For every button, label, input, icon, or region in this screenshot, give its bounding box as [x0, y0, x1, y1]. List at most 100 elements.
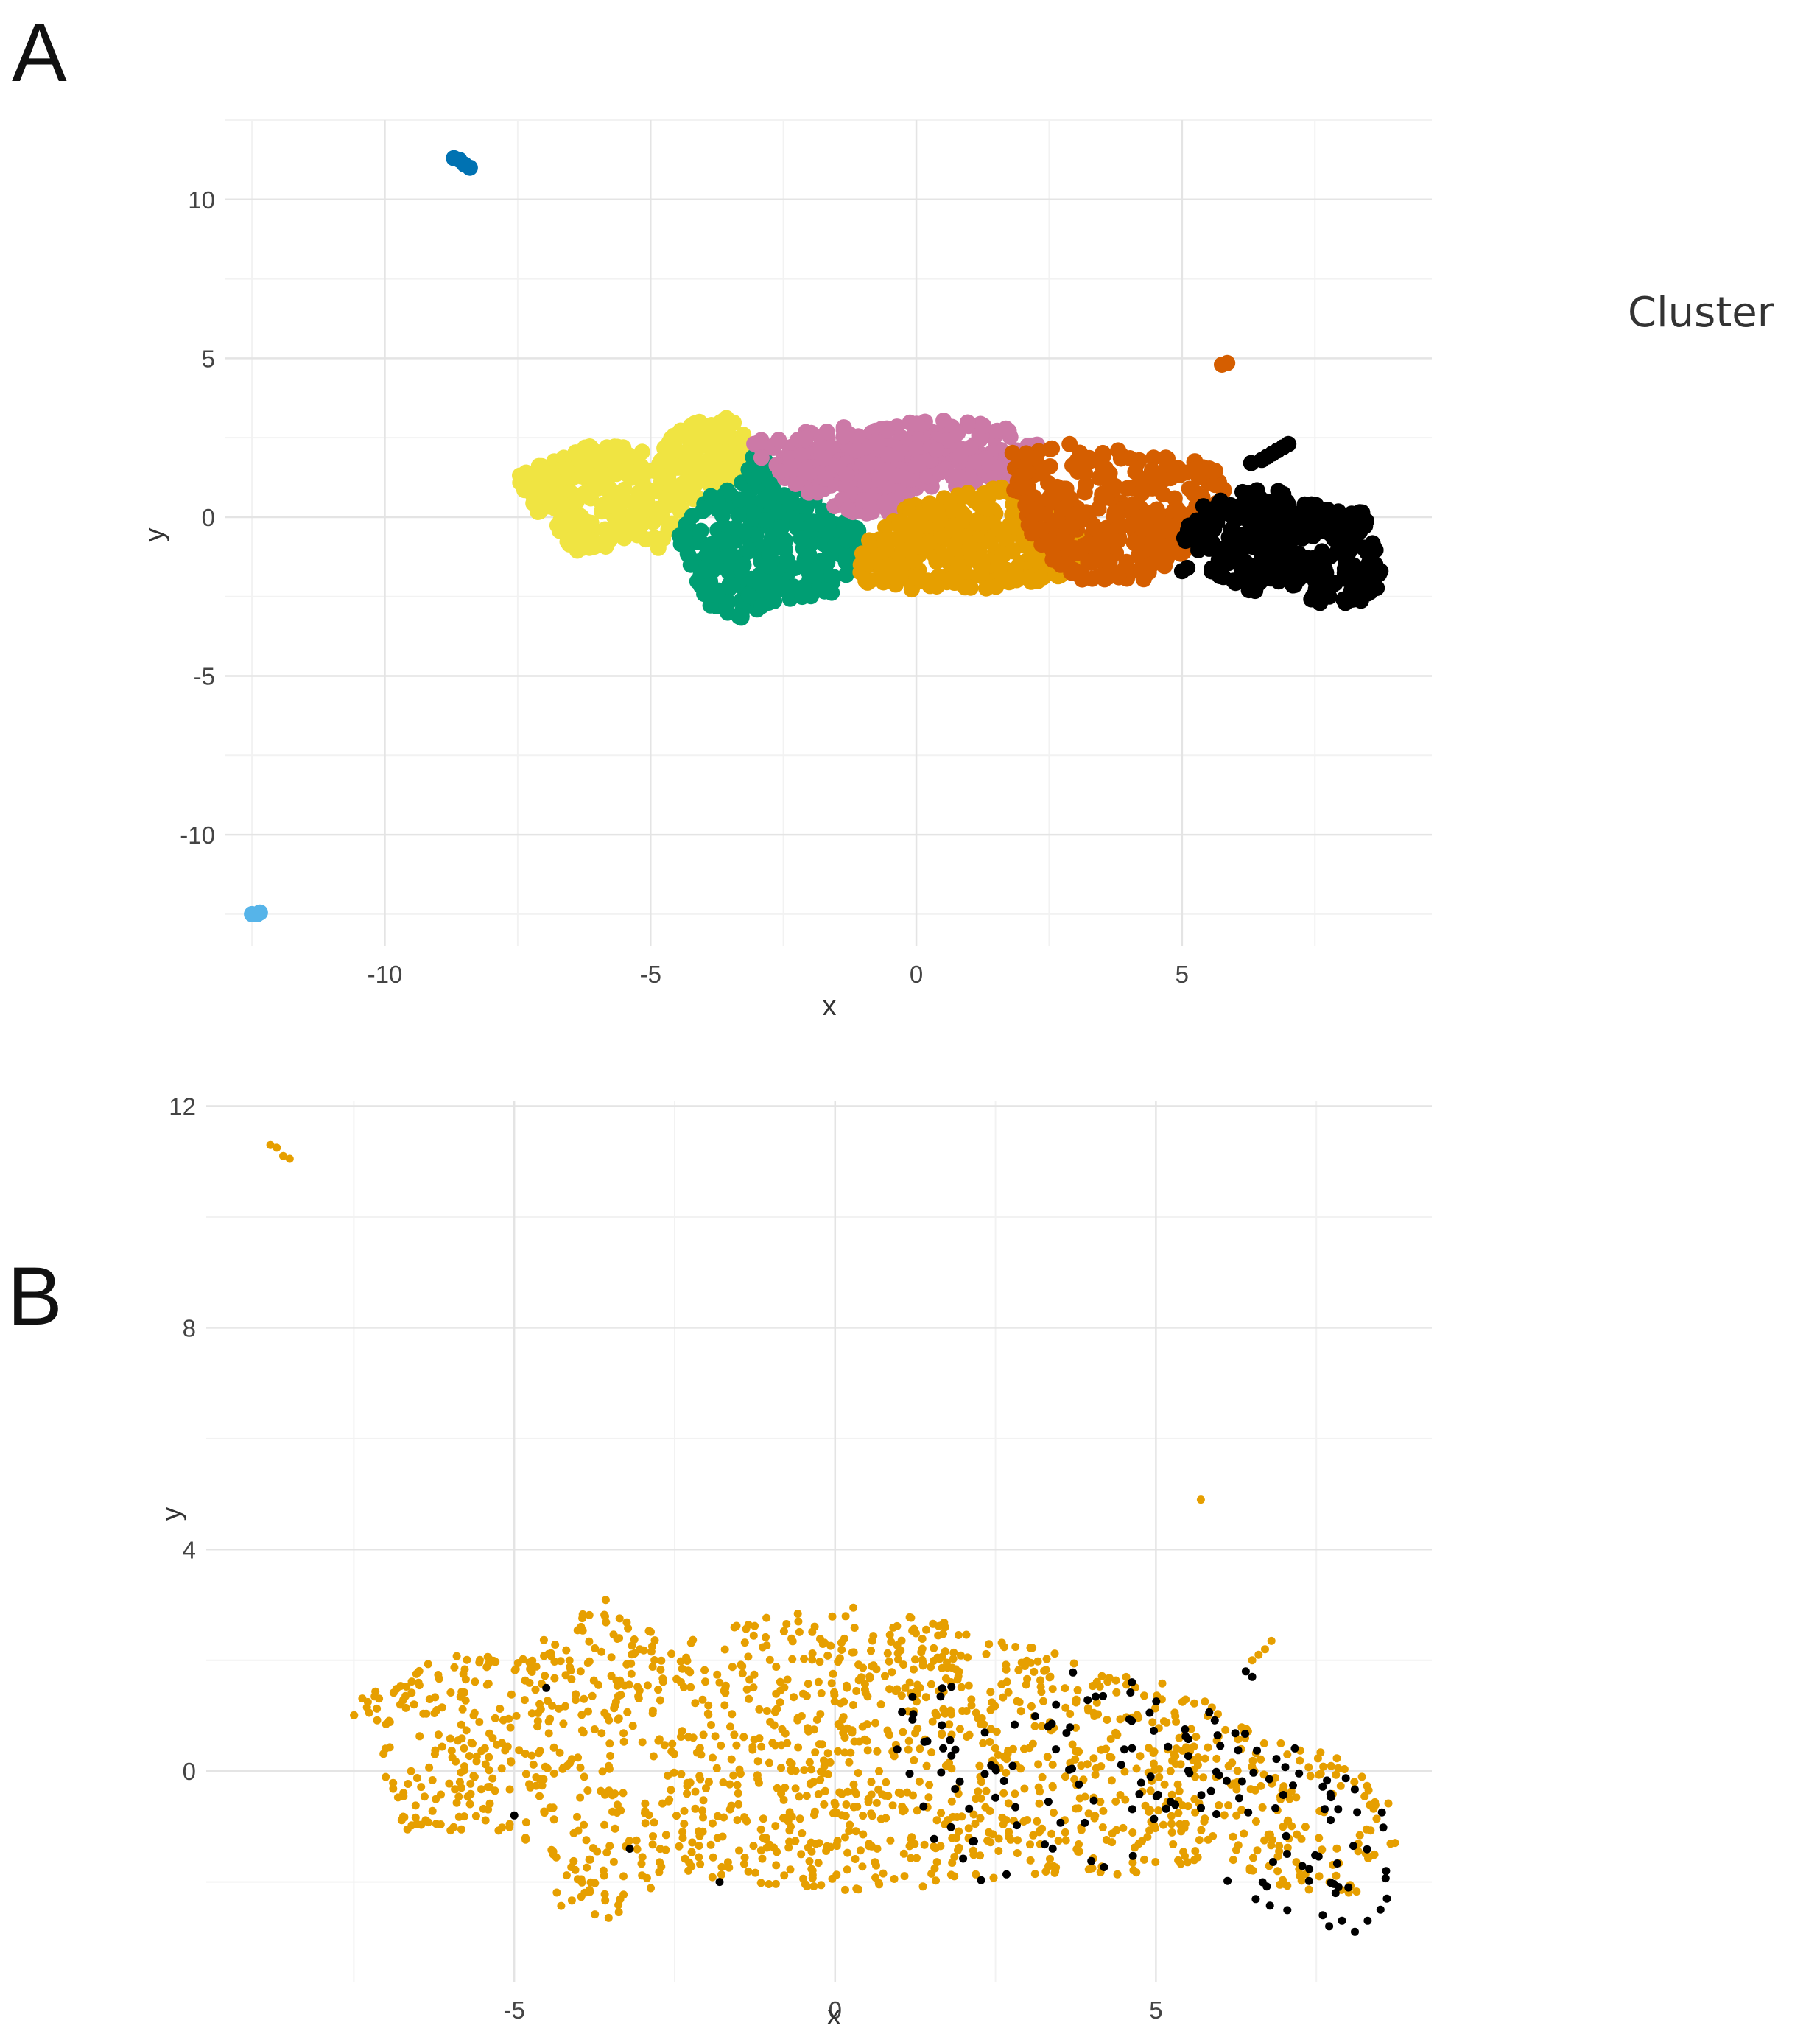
data-point	[1336, 1781, 1345, 1790]
data-point	[680, 1820, 689, 1828]
data-point	[1212, 568, 1228, 584]
data-point	[389, 1784, 398, 1793]
data-point	[1033, 1657, 1042, 1666]
data-point	[800, 1655, 809, 1663]
data-point	[527, 1751, 536, 1760]
data-point	[818, 523, 835, 540]
data-point	[918, 1882, 927, 1891]
data-point	[727, 1801, 736, 1810]
data-point	[488, 1774, 497, 1783]
data-point	[576, 1667, 585, 1676]
data-point	[600, 1890, 609, 1898]
data-point	[613, 1635, 622, 1643]
data-point	[1061, 1828, 1069, 1837]
data-point	[1146, 1806, 1154, 1814]
data-point	[751, 1621, 759, 1630]
data-point	[820, 1761, 829, 1770]
data-point	[1382, 1894, 1391, 1903]
data-point	[854, 1885, 862, 1894]
data-point	[1092, 1692, 1100, 1701]
data-point	[832, 1840, 841, 1848]
data-point	[446, 1734, 454, 1743]
data-point	[977, 1714, 986, 1723]
data-point	[491, 1714, 499, 1722]
data-point	[505, 1823, 514, 1831]
data-point	[800, 564, 817, 581]
data-point	[576, 1793, 585, 1802]
data-point	[1201, 1814, 1209, 1823]
data-point	[1230, 510, 1247, 527]
data-point	[772, 1861, 781, 1870]
data-point	[1122, 1672, 1131, 1681]
data-point	[964, 1681, 973, 1690]
data-point	[460, 1812, 468, 1821]
data-point	[1178, 1801, 1187, 1810]
data-point	[753, 597, 770, 614]
data-point	[720, 1645, 729, 1654]
data-point	[1257, 1781, 1265, 1790]
data-point	[910, 1624, 918, 1633]
data-point	[1132, 1868, 1141, 1877]
data-point	[1017, 1658, 1026, 1667]
data-point	[1050, 1868, 1059, 1877]
data-point	[874, 1785, 883, 1794]
data-point	[1106, 1735, 1115, 1743]
data-point	[1117, 1761, 1125, 1770]
data-point	[1280, 435, 1297, 452]
data-point	[696, 1775, 705, 1784]
data-point	[908, 569, 924, 586]
data-point	[1151, 1704, 1159, 1713]
data-point	[1052, 1745, 1061, 1754]
data-point	[619, 1737, 628, 1746]
data-point	[607, 1653, 616, 1662]
data-point	[1053, 556, 1069, 573]
data-point	[756, 1825, 765, 1834]
data-point	[634, 1692, 643, 1701]
data-point	[1049, 535, 1066, 552]
data-point	[886, 1836, 895, 1845]
data-point	[525, 495, 542, 512]
data-point	[420, 1792, 429, 1801]
data-point	[1030, 1870, 1039, 1879]
data-point	[1046, 1854, 1054, 1863]
data-point	[1054, 1837, 1063, 1845]
data-point	[381, 1744, 390, 1753]
data-point	[476, 1655, 484, 1664]
data-point	[1315, 1872, 1324, 1881]
data-point	[1179, 1848, 1188, 1856]
data-point	[1098, 1823, 1107, 1831]
data-point	[868, 1812, 876, 1820]
data-point	[1013, 1849, 1022, 1857]
data-point	[849, 1701, 857, 1709]
data-point	[404, 1780, 412, 1788]
data-point	[955, 1725, 964, 1733]
data-point	[935, 490, 952, 507]
data-point	[1228, 1758, 1237, 1767]
data-point	[658, 1677, 667, 1686]
data-point	[251, 904, 268, 921]
data-point	[941, 1761, 950, 1770]
data-point	[780, 1871, 789, 1880]
data-point	[1030, 443, 1047, 460]
data-point	[750, 1670, 759, 1679]
data-point	[1355, 1831, 1364, 1840]
data-point	[817, 1881, 826, 1890]
data-point	[691, 1699, 700, 1708]
data-point	[698, 1695, 707, 1704]
data-point	[1206, 1786, 1215, 1795]
data-point	[787, 476, 804, 492]
data-point	[927, 1680, 935, 1688]
data-point	[667, 1786, 675, 1795]
data-point	[869, 1632, 878, 1641]
data-point	[1011, 1643, 1020, 1651]
data-point	[1270, 530, 1286, 547]
data-point	[658, 1799, 667, 1808]
data-point	[605, 1764, 614, 1773]
data-point	[835, 428, 852, 445]
data-point	[949, 1655, 958, 1663]
data-point	[532, 1781, 541, 1790]
data-point	[947, 1710, 956, 1719]
data-point	[762, 1834, 770, 1842]
data-point	[550, 1674, 559, 1683]
data-point	[1041, 1840, 1049, 1849]
